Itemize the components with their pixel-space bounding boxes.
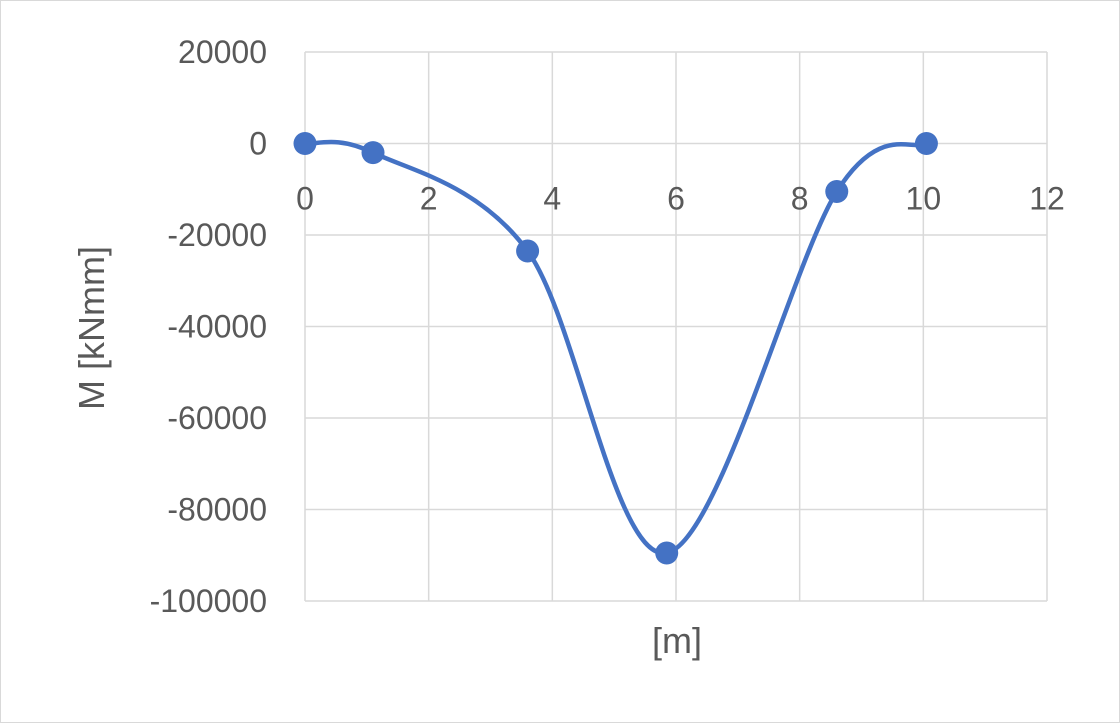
y-tick-label: 0 bbox=[249, 126, 267, 162]
y-tick-label: 20000 bbox=[178, 34, 267, 70]
series bbox=[293, 132, 938, 565]
y-axis-title: M [kNmm] bbox=[71, 246, 112, 410]
data-point bbox=[516, 239, 540, 263]
data-point bbox=[825, 180, 849, 204]
y-tick-label: -80000 bbox=[167, 492, 267, 528]
x-tick-label: 4 bbox=[543, 181, 561, 217]
data-point bbox=[361, 141, 385, 165]
x-axis-ticks: 0 2 4 6 8 10 12 bbox=[296, 181, 1065, 217]
x-axis-title: [m] bbox=[652, 620, 702, 661]
data-point bbox=[655, 541, 679, 565]
x-tick-label: 0 bbox=[296, 181, 314, 217]
x-tick-label: 2 bbox=[420, 181, 438, 217]
y-tick-label: -100000 bbox=[150, 583, 267, 619]
x-tick-label: 10 bbox=[906, 181, 942, 217]
y-axis-ticks: 20000 0 -20000 -40000 -60000 -80000 -100000 bbox=[150, 34, 267, 619]
y-tick-label: -60000 bbox=[167, 400, 267, 436]
y-tick-label: -40000 bbox=[167, 309, 267, 345]
gridlines bbox=[304, 51, 1048, 602]
x-tick-label: 8 bbox=[791, 181, 809, 217]
data-point bbox=[293, 132, 317, 155]
series-line bbox=[302, 139, 929, 556]
data-point bbox=[914, 132, 938, 155]
x-tick-label: 6 bbox=[667, 181, 685, 217]
y-tick-label: -20000 bbox=[167, 217, 267, 253]
x-tick-label: 12 bbox=[1029, 181, 1065, 217]
